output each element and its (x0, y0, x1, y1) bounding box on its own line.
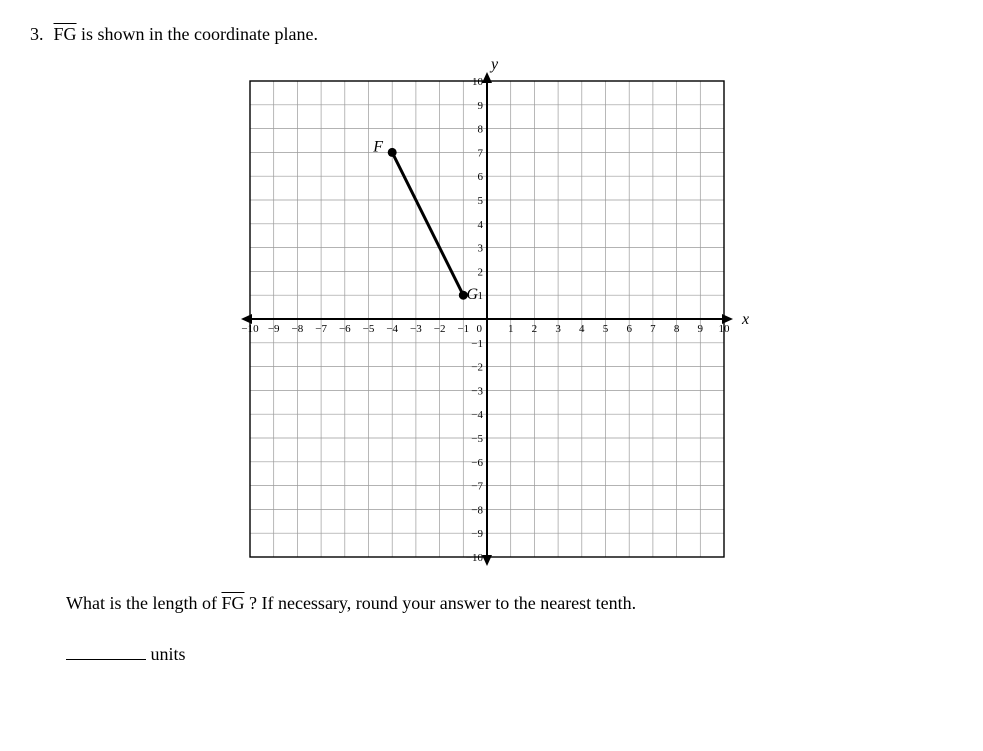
question-number: 3. (30, 24, 44, 45)
svg-text:5: 5 (602, 323, 608, 335)
question-text: 3. FG is shown in the coordinate plane. (30, 24, 953, 45)
svg-text:6: 6 (477, 171, 483, 183)
svg-text:6: 6 (626, 323, 632, 335)
svg-text:−2: −2 (471, 362, 483, 374)
question-prompt: What is the length of FG ? If necessary,… (66, 593, 953, 614)
svg-text:2: 2 (477, 266, 483, 278)
svg-text:−1: −1 (471, 338, 483, 350)
svg-text:1: 1 (477, 290, 483, 302)
prompt-lead: What is the length of (66, 593, 221, 613)
svg-text:−5: −5 (362, 323, 374, 335)
svg-text:4: 4 (477, 219, 483, 231)
answer-blank-row: units (66, 644, 953, 665)
svg-text:−5: −5 (471, 433, 483, 445)
svg-text:10: 10 (472, 76, 484, 88)
svg-text:8: 8 (477, 124, 483, 136)
svg-text:1: 1 (507, 323, 513, 335)
svg-text:−4: −4 (386, 323, 398, 335)
svg-text:3: 3 (477, 243, 483, 255)
svg-text:G: G (466, 286, 478, 303)
svg-text:4: 4 (579, 323, 585, 335)
answer-blank[interactable] (66, 659, 146, 660)
answer-units: units (151, 644, 186, 664)
svg-text:−10: −10 (465, 552, 483, 564)
svg-text:−4: −4 (471, 409, 483, 421)
intro-after: is shown in the coordinate plane. (77, 24, 318, 44)
svg-text:−9: −9 (267, 323, 279, 335)
svg-text:F: F (372, 138, 383, 155)
svg-text:5: 5 (477, 195, 483, 207)
svg-text:2: 2 (531, 323, 537, 335)
svg-text:y: y (489, 56, 499, 73)
svg-text:x: x (741, 311, 749, 328)
svg-text:−9: −9 (471, 528, 483, 540)
svg-text:7: 7 (650, 323, 656, 335)
svg-text:8: 8 (673, 323, 679, 335)
svg-text:3: 3 (555, 323, 561, 335)
segment-name-prompt: FG (221, 593, 244, 613)
coordinate-plane-figure: −10−9−8−7−6−5−4−3−2−10123456789101098765… (30, 55, 953, 575)
segment-name-intro: FG (54, 24, 77, 44)
svg-text:−3: −3 (471, 385, 483, 397)
prompt-tail: ? If necessary, round your answer to the… (244, 593, 636, 613)
svg-text:9: 9 (697, 323, 703, 335)
svg-text:−3: −3 (410, 323, 422, 335)
svg-text:−10: −10 (241, 323, 259, 335)
svg-text:−8: −8 (471, 504, 483, 516)
question-intro: FG is shown in the coordinate plane. (54, 24, 318, 45)
svg-text:0: 0 (476, 323, 482, 335)
svg-text:−8: −8 (291, 323, 303, 335)
svg-text:10: 10 (718, 323, 730, 335)
svg-text:9: 9 (477, 100, 483, 112)
svg-text:7: 7 (477, 147, 483, 159)
svg-text:−2: −2 (433, 323, 445, 335)
coordinate-plane-svg: −10−9−8−7−6−5−4−3−2−10123456789101098765… (232, 55, 752, 575)
svg-text:−7: −7 (315, 323, 327, 335)
svg-text:−1: −1 (457, 323, 469, 335)
svg-text:−6: −6 (338, 323, 350, 335)
svg-text:−7: −7 (471, 481, 483, 493)
svg-text:−6: −6 (471, 457, 483, 469)
